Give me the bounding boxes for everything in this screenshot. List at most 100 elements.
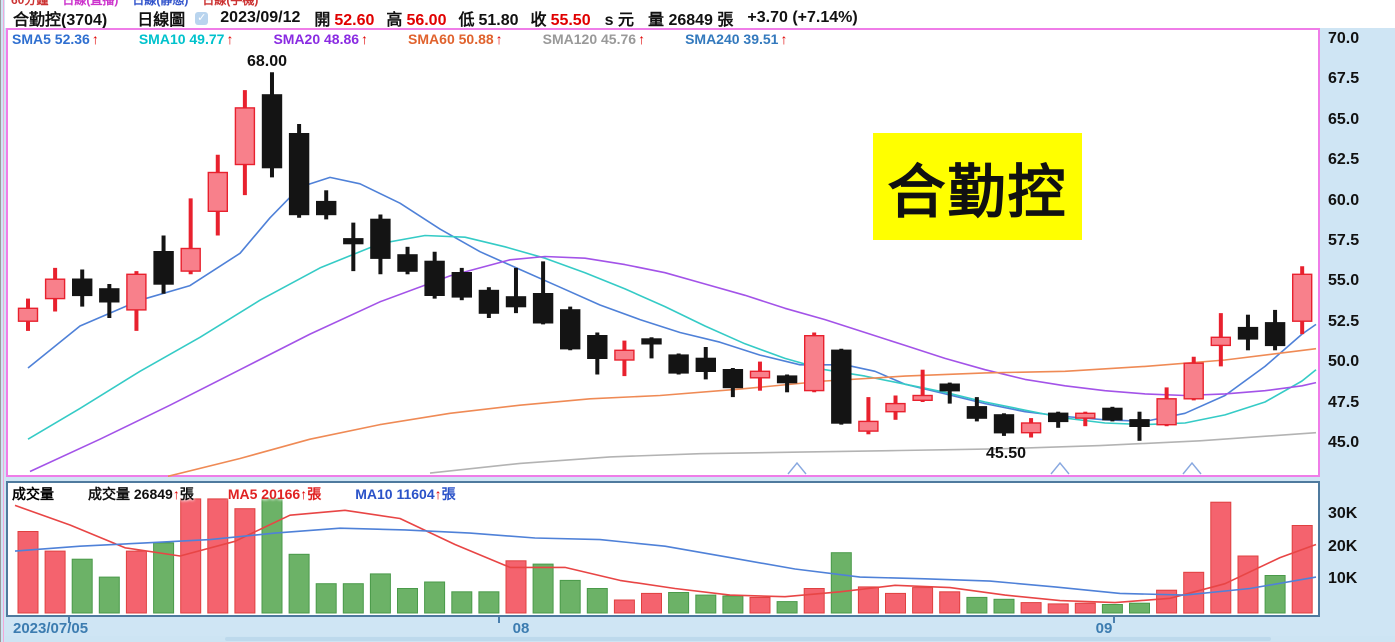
- volume-bar: [71, 558, 93, 614]
- header-bar: 合勤控(3704) 日線圖 ✓ 2023/09/12 開 52.60 高 56.00 低…: [5, 6, 1395, 30]
- volume-bar: [397, 588, 418, 614]
- ohlc-field: 低 51.80: [458, 12, 519, 29]
- candle-body: [1047, 412, 1069, 423]
- volume-bar: [288, 553, 310, 614]
- volume-bar: [1237, 555, 1259, 614]
- toolbar-link[interactable]: 日線(手機): [202, 0, 259, 7]
- candle-body: [722, 369, 744, 389]
- bottom-marker-caret: [787, 461, 807, 475]
- volume-bar: [803, 588, 825, 614]
- volume-chart: [14, 498, 1317, 614]
- volume-bar: [153, 542, 175, 614]
- candle-body: [939, 383, 960, 392]
- candle-body: [831, 349, 852, 424]
- toolbar-link[interactable]: 日線(靜態): [132, 0, 189, 7]
- volume-bar: [939, 591, 961, 614]
- ohlc-field: 高 56.00: [386, 12, 447, 29]
- volume-bar: [885, 592, 906, 614]
- candle-body: [560, 309, 581, 350]
- price-tick-label: 60.0: [1328, 192, 1360, 209]
- volume-bar: [559, 579, 581, 614]
- volume-bar: [342, 583, 364, 614]
- candle-body: [1237, 326, 1259, 340]
- x-tick-mark: [68, 617, 70, 623]
- sma-legend: SMA5 52.36 ↑ SMA10 49.77 ↑ SMA20 48.86 ↑ SMA60…: [12, 31, 827, 47]
- horizontal-scrollbar[interactable]: [5, 636, 1395, 642]
- candle-body: [1156, 398, 1177, 426]
- stock-title: 合勤控(3704): [13, 12, 108, 29]
- candle-body: [614, 349, 635, 361]
- price-tick-label: 47.5: [1328, 394, 1360, 411]
- volume-bar: [776, 601, 798, 614]
- checkbox-icon[interactable]: ✓: [195, 11, 209, 25]
- candle-body: [1129, 419, 1150, 427]
- ticker-overlay-box: 合勤控: [873, 133, 1082, 240]
- candle-body: [966, 406, 988, 419]
- candle-body: [343, 238, 364, 245]
- candle-body: [1075, 412, 1096, 419]
- volume-bar: [315, 583, 337, 614]
- volume-bar: [749, 596, 771, 614]
- sma-legend-item: SMA5 52.36 ↑: [12, 31, 99, 47]
- volume-bar: [613, 599, 635, 614]
- volume-tick-label: 20K: [1328, 538, 1358, 555]
- volume-bar: [586, 588, 608, 614]
- candle-body: [153, 250, 174, 285]
- ticker-overlay-label: 合勤控: [887, 159, 1068, 225]
- toolbar-link[interactable]: 60分鐘: [11, 0, 49, 7]
- volume-bar: [1264, 575, 1286, 614]
- candle-body: [776, 375, 798, 384]
- x-axis-label: 2023/07/05: [13, 620, 89, 637]
- volume-bar: [1074, 602, 1096, 614]
- volume-bar: [695, 594, 717, 614]
- ohlc-fields: 開 52.60 高 56.00 低 51.80 收 55.50: [314, 6, 602, 30]
- price-tick-label: 50.0: [1328, 353, 1360, 370]
- candle-body: [695, 357, 716, 372]
- candle-body: [478, 289, 500, 314]
- candle-body: [288, 132, 310, 216]
- price-tick-label: 57.5: [1328, 232, 1360, 249]
- candle-body: [749, 370, 771, 379]
- candle-body: [370, 218, 391, 259]
- price-annotation: 45.50: [986, 445, 1026, 462]
- volume-bar: [98, 576, 120, 614]
- date-label: 2023/09/12: [220, 9, 301, 26]
- line-sma120: [429, 431, 1317, 474]
- candle-body: [858, 420, 879, 432]
- price-tick-label: 65.0: [1328, 111, 1360, 128]
- volume-bar: [1047, 603, 1069, 614]
- volume-bar: [125, 550, 147, 614]
- bottom-marker-caret: [1050, 461, 1070, 475]
- candle-body: [180, 247, 201, 272]
- candle-body: [505, 296, 527, 308]
- volume-bar: [993, 598, 1015, 614]
- toolbar-link[interactable]: 日線(直播): [62, 0, 119, 7]
- volume-bar: [451, 591, 473, 614]
- volume-bar: [180, 498, 202, 614]
- volume-bar: [532, 563, 554, 614]
- candle-body: [587, 335, 608, 360]
- candle-body: [804, 335, 825, 392]
- x-axis-label: 08: [512, 620, 530, 637]
- page-left-accent-border: [3, 0, 4, 642]
- volume-bar: [641, 592, 662, 614]
- ohlc-field: 收 55.50: [530, 12, 591, 29]
- volume-bar: [207, 498, 229, 614]
- candle-body: [1210, 336, 1232, 347]
- volume-panel-label: 成交量: [12, 486, 54, 502]
- candle-body: [641, 338, 662, 345]
- x-axis-label: 09: [1095, 620, 1113, 637]
- sma-legend-item: SMA60 50.88 ↑: [408, 31, 503, 47]
- volume-bar: [857, 586, 879, 614]
- toolbar-links[interactable]: 60分鐘 日線(直播) 日線(靜態) 日線(手機): [11, 0, 272, 8]
- price-tick-label: 67.5: [1328, 70, 1360, 87]
- candle-body: [532, 293, 554, 324]
- volume-bar: [966, 596, 988, 614]
- scrollbar-thumb[interactable]: [225, 637, 1271, 641]
- candle-body: [1291, 273, 1313, 322]
- price-tick-label: 62.5: [1328, 151, 1360, 168]
- candle-body: [17, 307, 39, 322]
- volume-bar: [1129, 602, 1150, 614]
- price-tick-label: 70.0: [1328, 30, 1360, 47]
- page-left-border: [0, 0, 1, 642]
